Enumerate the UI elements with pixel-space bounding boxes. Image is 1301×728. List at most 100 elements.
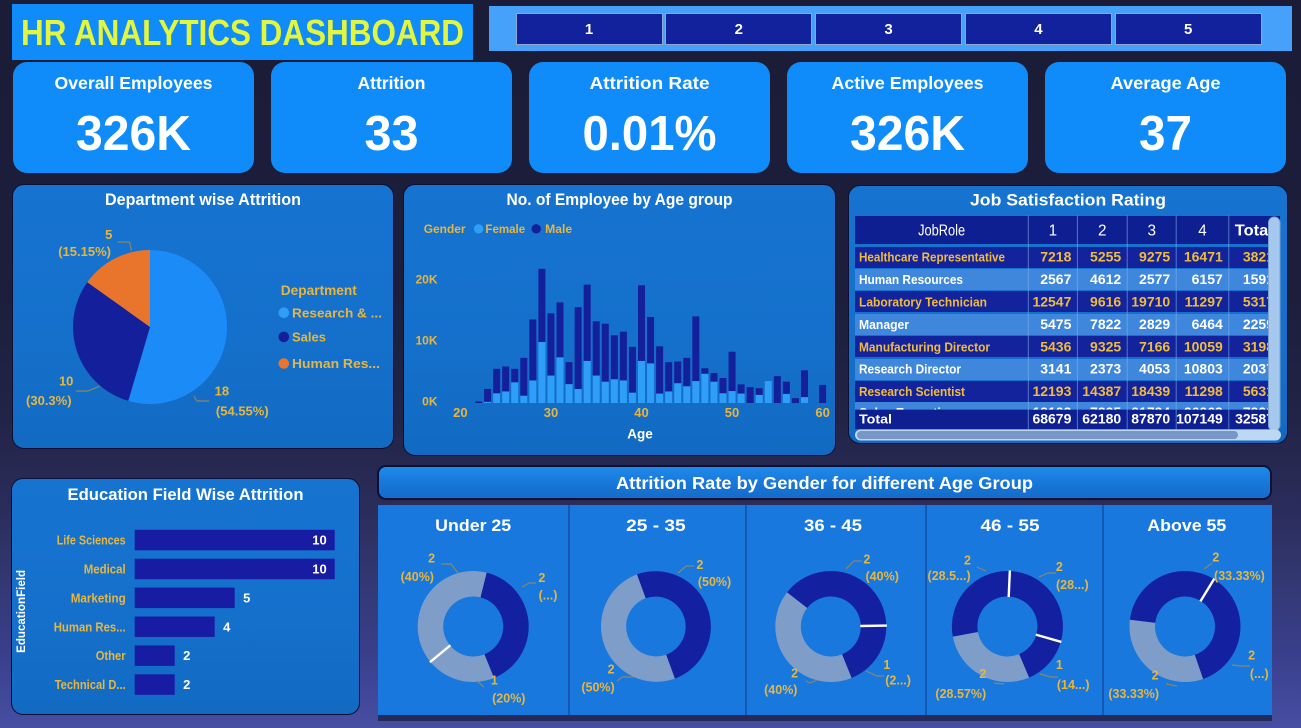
- svg-text:Sales Executive: Sales Executive: [859, 405, 955, 420]
- svg-text:2: 2: [1152, 669, 1159, 683]
- svg-text:Department wise Attrition: Department wise Attrition: [105, 191, 301, 209]
- svg-text:Other: Other: [96, 649, 126, 663]
- svg-text:JobRole: JobRole: [918, 222, 965, 239]
- svg-text:5: 5: [243, 590, 250, 605]
- svg-text:12547: 12547: [1032, 294, 1071, 310]
- svg-text:1: 1: [1049, 222, 1058, 239]
- svg-text:2: 2: [1248, 649, 1255, 663]
- svg-text:2037: 2037: [1243, 361, 1274, 377]
- svg-text:7822: 7822: [1090, 316, 1121, 332]
- svg-text:EducationField: EducationField: [16, 570, 28, 653]
- svg-text:326K: 326K: [850, 106, 965, 161]
- svg-text:18439: 18439: [1131, 383, 1170, 399]
- svg-text:2577: 2577: [1139, 271, 1170, 287]
- svg-text:Human Res...: Human Res...: [54, 620, 126, 634]
- svg-text:2: 2: [538, 571, 545, 585]
- svg-text:1591: 1591: [1243, 271, 1274, 287]
- svg-text:Human Resources: Human Resources: [859, 272, 963, 287]
- svg-text:(40%): (40%): [401, 570, 434, 584]
- svg-text:(33.33%): (33.33%): [1108, 687, 1159, 701]
- svg-text:11298: 11298: [1185, 383, 1223, 399]
- svg-text:Total: Total: [859, 412, 892, 427]
- svg-text:7166: 7166: [1139, 338, 1170, 354]
- svg-text:2: 2: [735, 21, 743, 38]
- svg-text:(15.15%): (15.15%): [58, 244, 111, 259]
- svg-text:3: 3: [884, 21, 892, 38]
- svg-text:5436: 5436: [1040, 338, 1071, 354]
- svg-text:5255: 5255: [1090, 249, 1121, 265]
- svg-text:2: 2: [863, 553, 870, 567]
- svg-text:16471: 16471: [1184, 249, 1223, 265]
- svg-text:Research Director: Research Director: [859, 362, 961, 377]
- svg-text:20K: 20K: [415, 273, 437, 287]
- svg-text:33: 33: [365, 106, 419, 161]
- svg-text:5317: 5317: [1243, 294, 1274, 310]
- svg-text:Age: Age: [627, 426, 653, 441]
- svg-text:11297: 11297: [1185, 294, 1223, 310]
- svg-text:4612: 4612: [1090, 271, 1121, 287]
- svg-text:2: 2: [183, 677, 190, 692]
- svg-text:2: 2: [1056, 560, 1063, 574]
- svg-text:No. of Employee by Age group: No. of Employee by Age group: [507, 191, 733, 209]
- svg-text:Gender: Gender: [424, 224, 466, 236]
- svg-text:Marketing: Marketing: [71, 591, 126, 605]
- svg-text:2: 2: [979, 667, 986, 681]
- svg-text:Human Res...: Human Res...: [292, 356, 380, 371]
- svg-text:6157: 6157: [1192, 271, 1223, 287]
- svg-text:2: 2: [696, 558, 703, 572]
- svg-text:36 - 45: 36 - 45: [804, 516, 862, 535]
- svg-text:40: 40: [634, 405, 648, 420]
- svg-text:2: 2: [608, 663, 615, 677]
- svg-text:Healthcare Representative: Healthcare Representative: [859, 250, 1005, 265]
- svg-text:Research & ...: Research & ...: [292, 305, 382, 320]
- svg-text:0.01%: 0.01%: [583, 106, 717, 161]
- svg-text:Attrition: Attrition: [358, 73, 426, 93]
- svg-text:62180: 62180: [1082, 411, 1121, 427]
- svg-text:4: 4: [1198, 222, 1207, 239]
- svg-text:5631: 5631: [1243, 383, 1274, 399]
- svg-text:7322: 7322: [1243, 404, 1274, 420]
- svg-text:18: 18: [215, 383, 229, 398]
- svg-text:2: 2: [791, 666, 798, 680]
- svg-text:Education Field Wise Attrition: Education Field Wise Attrition: [68, 486, 304, 504]
- svg-text:Sales: Sales: [292, 330, 326, 345]
- svg-text:(20%): (20%): [492, 691, 525, 705]
- svg-text:Medical: Medical: [84, 563, 126, 577]
- svg-text:Manufacturing Director: Manufacturing Director: [859, 339, 990, 354]
- svg-text:Total: Total: [1235, 222, 1273, 239]
- svg-text:20: 20: [453, 405, 467, 420]
- svg-text:Attrition Rate by Gender for d: Attrition Rate by Gender for different A…: [616, 473, 1033, 493]
- svg-text:Under 25: Under 25: [435, 516, 511, 535]
- svg-text:5: 5: [105, 227, 112, 242]
- svg-text:2259: 2259: [1243, 316, 1274, 332]
- svg-text:Active Employees: Active Employees: [832, 73, 984, 93]
- svg-text:Above 55: Above 55: [1147, 516, 1226, 535]
- svg-text:21734: 21734: [1131, 404, 1170, 420]
- svg-text:3141: 3141: [1040, 361, 1071, 377]
- svg-text:10059: 10059: [1184, 338, 1223, 354]
- svg-text:14387: 14387: [1082, 383, 1121, 399]
- svg-text:(2...): (2...): [885, 674, 911, 688]
- svg-text:19710: 19710: [1131, 294, 1170, 310]
- svg-text:(14...): (14...): [1057, 678, 1090, 692]
- svg-text:1: 1: [1056, 658, 1063, 672]
- svg-text:30: 30: [544, 405, 558, 420]
- svg-text:5: 5: [1184, 21, 1192, 38]
- svg-text:10803: 10803: [1184, 361, 1223, 377]
- svg-text:Female: Female: [485, 224, 525, 236]
- svg-text:1: 1: [883, 658, 890, 672]
- svg-text:68679: 68679: [1032, 411, 1071, 427]
- svg-text:(50%): (50%): [581, 681, 614, 695]
- svg-text:(30.3%): (30.3%): [26, 393, 72, 408]
- svg-text:13123: 13123: [1032, 404, 1071, 420]
- svg-text:Job Satisfaction Rating: Job Satisfaction Rating: [970, 192, 1166, 210]
- svg-text:60: 60: [815, 405, 829, 420]
- svg-text:107149: 107149: [1176, 411, 1223, 427]
- svg-text:(...): (...): [539, 589, 558, 603]
- svg-text:2: 2: [428, 552, 435, 566]
- svg-text:10K: 10K: [415, 334, 437, 348]
- svg-text:Laboratory Technician: Laboratory Technician: [859, 295, 987, 310]
- svg-text:1: 1: [491, 674, 498, 688]
- svg-text:4: 4: [1034, 21, 1043, 38]
- svg-text:Technical D...: Technical D...: [55, 678, 126, 692]
